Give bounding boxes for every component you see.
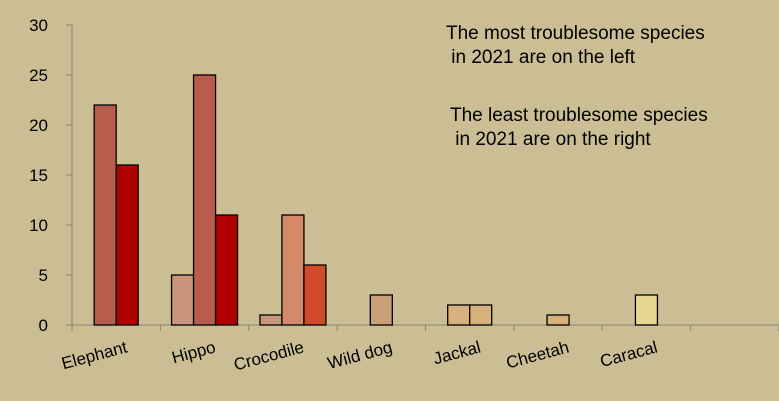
annotation-least-line-2: in 2021 are on the right bbox=[450, 129, 651, 150]
x-tick-label-caracal: Caracal bbox=[598, 338, 660, 372]
bar-elephant-1 bbox=[115, 164, 139, 326]
y-tick-label-25: 25 bbox=[29, 66, 48, 85]
bar-jackal-1 bbox=[469, 304, 493, 326]
y-tick-label-10: 10 bbox=[29, 216, 48, 235]
bar-cheetah-0 bbox=[546, 314, 570, 326]
bar-hippo-0 bbox=[170, 274, 195, 326]
annotation-least-line-1: The least troublesome species bbox=[450, 105, 708, 126]
bar-elephant-0 bbox=[93, 104, 117, 326]
x-tick-label-hippo: Hippo bbox=[170, 338, 218, 368]
bar-crocodile-0 bbox=[259, 314, 283, 326]
x-tick-label-elephant: Elephant bbox=[59, 337, 129, 373]
x-tick-label-wild-dog: Wild dog bbox=[326, 338, 395, 373]
bar-hippo-1 bbox=[192, 74, 217, 326]
x-tick-label-jackal: Jackal bbox=[431, 338, 482, 369]
y-tick-label-5: 5 bbox=[39, 266, 48, 285]
bar-hippo-2 bbox=[214, 214, 239, 326]
bar-crocodile-1 bbox=[281, 214, 305, 326]
x-tick-label-cheetah: Cheetah bbox=[504, 338, 571, 373]
x-tick-label-crocodile: Crocodile bbox=[232, 338, 306, 375]
annotation-most-line-1: The most troublesome species bbox=[446, 23, 705, 44]
annotation-least-troublesome: The least troublesome species in 2021 ar… bbox=[450, 104, 708, 152]
bar-jackal-0 bbox=[447, 304, 471, 326]
bar-crocodile-2 bbox=[303, 264, 327, 326]
y-tick-label-20: 20 bbox=[29, 116, 48, 135]
annotation-most-line-2: in 2021 are on the left bbox=[446, 47, 636, 68]
y-tick-label-15: 15 bbox=[29, 166, 48, 185]
bar-caracal-0 bbox=[634, 294, 659, 326]
bar-wild-dog-0 bbox=[369, 294, 393, 326]
y-tick-label-30: 30 bbox=[29, 16, 48, 35]
y-tick-label-0: 0 bbox=[39, 316, 48, 335]
annotation-most-troublesome: The most troublesome species in 2021 are… bbox=[446, 22, 705, 70]
